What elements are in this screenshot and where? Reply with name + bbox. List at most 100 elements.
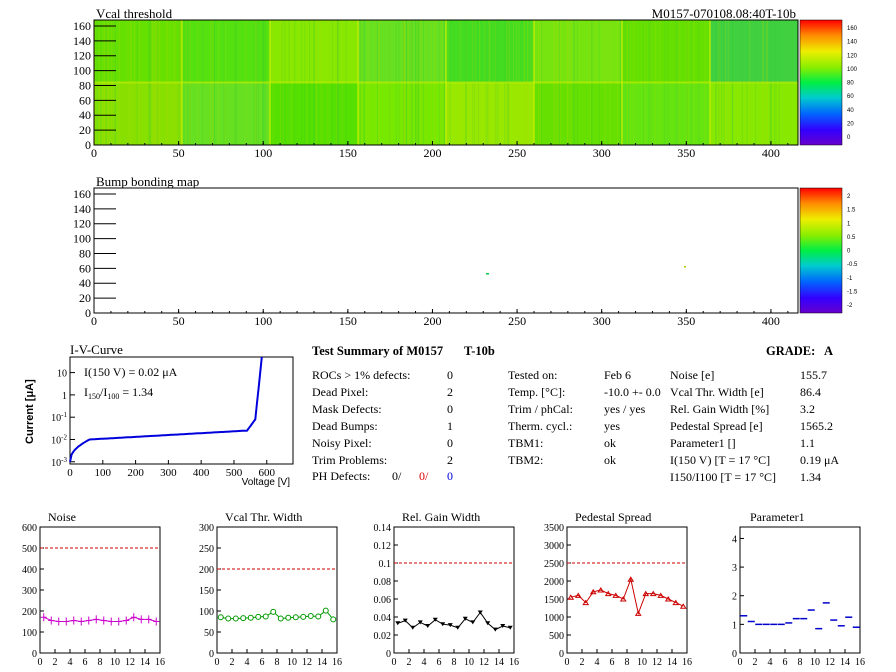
roc-chart-y-tick-label: 1500 xyxy=(544,595,564,606)
ph-defects-value-1: 0/ xyxy=(392,469,402,483)
grade-label: GRADE: xyxy=(766,344,816,358)
roc-chart-y-tick-label: 100 xyxy=(22,628,37,639)
x-tick-label: 150 xyxy=(339,314,357,328)
x-tick-label: 250 xyxy=(508,314,526,328)
summary-middle-value: ok xyxy=(604,453,616,467)
colorbar-tick-label: 1 xyxy=(847,221,851,227)
iv-y-tick-label: 10-3 xyxy=(51,456,67,469)
roc-cell xyxy=(534,20,623,83)
colorbar-tick-label: 1.5 xyxy=(847,208,856,214)
summary-middle-value: yes xyxy=(604,419,620,433)
roc-chart-y-tick-label: 0 xyxy=(732,649,737,660)
roc-chart-x-tick-label: 16 xyxy=(682,657,692,668)
x-tick-label: 200 xyxy=(423,146,441,160)
iv-annotation-current: I(150 V) = 0.02 μA xyxy=(84,365,178,379)
roc-chart-y-tick-label: 0 xyxy=(559,649,564,660)
roc-chart-series-line xyxy=(570,577,684,616)
roc-chart-point xyxy=(292,614,299,621)
roc-chart-y-tick-label: 0.02 xyxy=(374,631,392,642)
y-tick-label: 60 xyxy=(79,261,91,275)
roc-chart-x-tick-label: 12 xyxy=(479,657,489,668)
roc-chart-y-tick-label: 400 xyxy=(22,565,37,576)
roc-chart-point xyxy=(425,624,431,628)
roc-cell xyxy=(622,82,711,146)
ph-defects-value-3: 0 xyxy=(447,469,453,483)
roc-chart-point xyxy=(567,594,575,600)
roc-chart-frame xyxy=(739,526,861,654)
iv-frame xyxy=(69,356,294,465)
summary-left-value: 1 xyxy=(447,419,453,433)
summary-middle-label: Tested on: xyxy=(508,368,558,382)
x-tick-label: 0 xyxy=(91,314,97,328)
y-tick-label: 160 xyxy=(73,19,91,33)
iv-y-tick-label: 10 xyxy=(57,369,67,380)
roc-chart-x-tick-label: 10 xyxy=(287,657,297,668)
roc-chart-x-tick-label: 10 xyxy=(810,657,820,668)
roc-chart-y-tick-label: 150 xyxy=(199,586,214,597)
roc-chart-point xyxy=(492,627,498,632)
roc-cell xyxy=(94,20,183,83)
colorbar-tick-label: 0 xyxy=(847,249,851,255)
roc-chart-point xyxy=(470,620,476,625)
roc-chart-point xyxy=(285,614,292,621)
roc-chart-title: Parameter1 xyxy=(750,510,805,524)
roc-chart-y-tick-label: 200 xyxy=(199,565,214,576)
roc-chart-point xyxy=(108,617,115,626)
roc-chart-x-tick-label: 6 xyxy=(260,657,265,668)
roc-cell xyxy=(534,82,623,146)
roc-chart-x-tick-label: 4 xyxy=(595,657,600,668)
roc-chart-point xyxy=(447,623,453,628)
roc-chart-y-tick-label: 2500 xyxy=(544,559,564,570)
summary-right-value: 0.19 μA xyxy=(800,453,840,467)
roc-chart-x-tick-label: 14 xyxy=(317,657,327,668)
x-tick-label: 400 xyxy=(762,314,780,328)
roc-chart-point xyxy=(70,616,77,625)
roc-chart-y-tick-label: 3 xyxy=(732,563,737,574)
y-tick-label: 40 xyxy=(79,276,91,290)
summary-right-label: Noise [e] xyxy=(670,368,715,382)
roc-chart-y-tick-label: 4 xyxy=(732,534,737,545)
roc-chart-x-tick-label: 2 xyxy=(407,657,412,668)
roc-chart-point xyxy=(612,592,620,598)
roc-chart-y-tick-label: 0.04 xyxy=(374,613,392,624)
roc-chart-point xyxy=(270,608,277,615)
roc-chart-point xyxy=(634,610,642,616)
roc-chart-point xyxy=(672,599,680,606)
roc-chart-x-tick-label: 8 xyxy=(98,657,103,668)
roc-chart-y-tick-label: 0 xyxy=(209,649,214,660)
dead-bump-mark xyxy=(486,273,489,275)
vcal-x-axis: 0 50 100 150 200 250 300 350 400 xyxy=(91,141,789,160)
roc-chart-x-tick-label: 8 xyxy=(798,657,803,668)
x-tick-label: 350 xyxy=(677,146,695,160)
summary-right-value: 155.7 xyxy=(800,368,827,382)
ph-defects-label: PH Defects: xyxy=(312,469,371,483)
iv-y-tick-label: 10-1 xyxy=(51,411,67,424)
roc-chart-point xyxy=(300,613,307,620)
roc-chart-x-tick-label: 12 xyxy=(125,657,135,668)
y-tick-label: 40 xyxy=(79,108,91,122)
roc-chart-x-tick-label: 0 xyxy=(392,657,397,668)
roc-cell xyxy=(182,82,271,146)
roc-cell xyxy=(358,82,447,146)
roc-chart-y-tick-label: 600 xyxy=(22,523,37,534)
roc-chart-point xyxy=(262,613,269,620)
roc-chart-point xyxy=(240,615,247,622)
roc-cell xyxy=(622,20,711,83)
summary-left-label: ROCs > 1% defects: xyxy=(312,368,411,382)
y-tick-label: 120 xyxy=(73,217,91,231)
roc-chart-point xyxy=(217,614,224,621)
iv-y-tick-label: 10-2 xyxy=(51,433,67,446)
y-tick-label: 20 xyxy=(79,123,91,137)
y-tick-label: 80 xyxy=(79,78,91,92)
roc-chart-point xyxy=(330,616,337,623)
grade-value: A xyxy=(824,344,834,358)
roc-chart-x-tick-label: 12 xyxy=(825,657,835,668)
iv-x-tick-label: 600 xyxy=(259,467,276,479)
roc-chart-x-tick-label: 6 xyxy=(83,657,88,668)
iv-x-tick-label: 0 xyxy=(67,467,73,479)
summary-middle-value: -10.0 +- 0.0 xyxy=(604,385,661,399)
